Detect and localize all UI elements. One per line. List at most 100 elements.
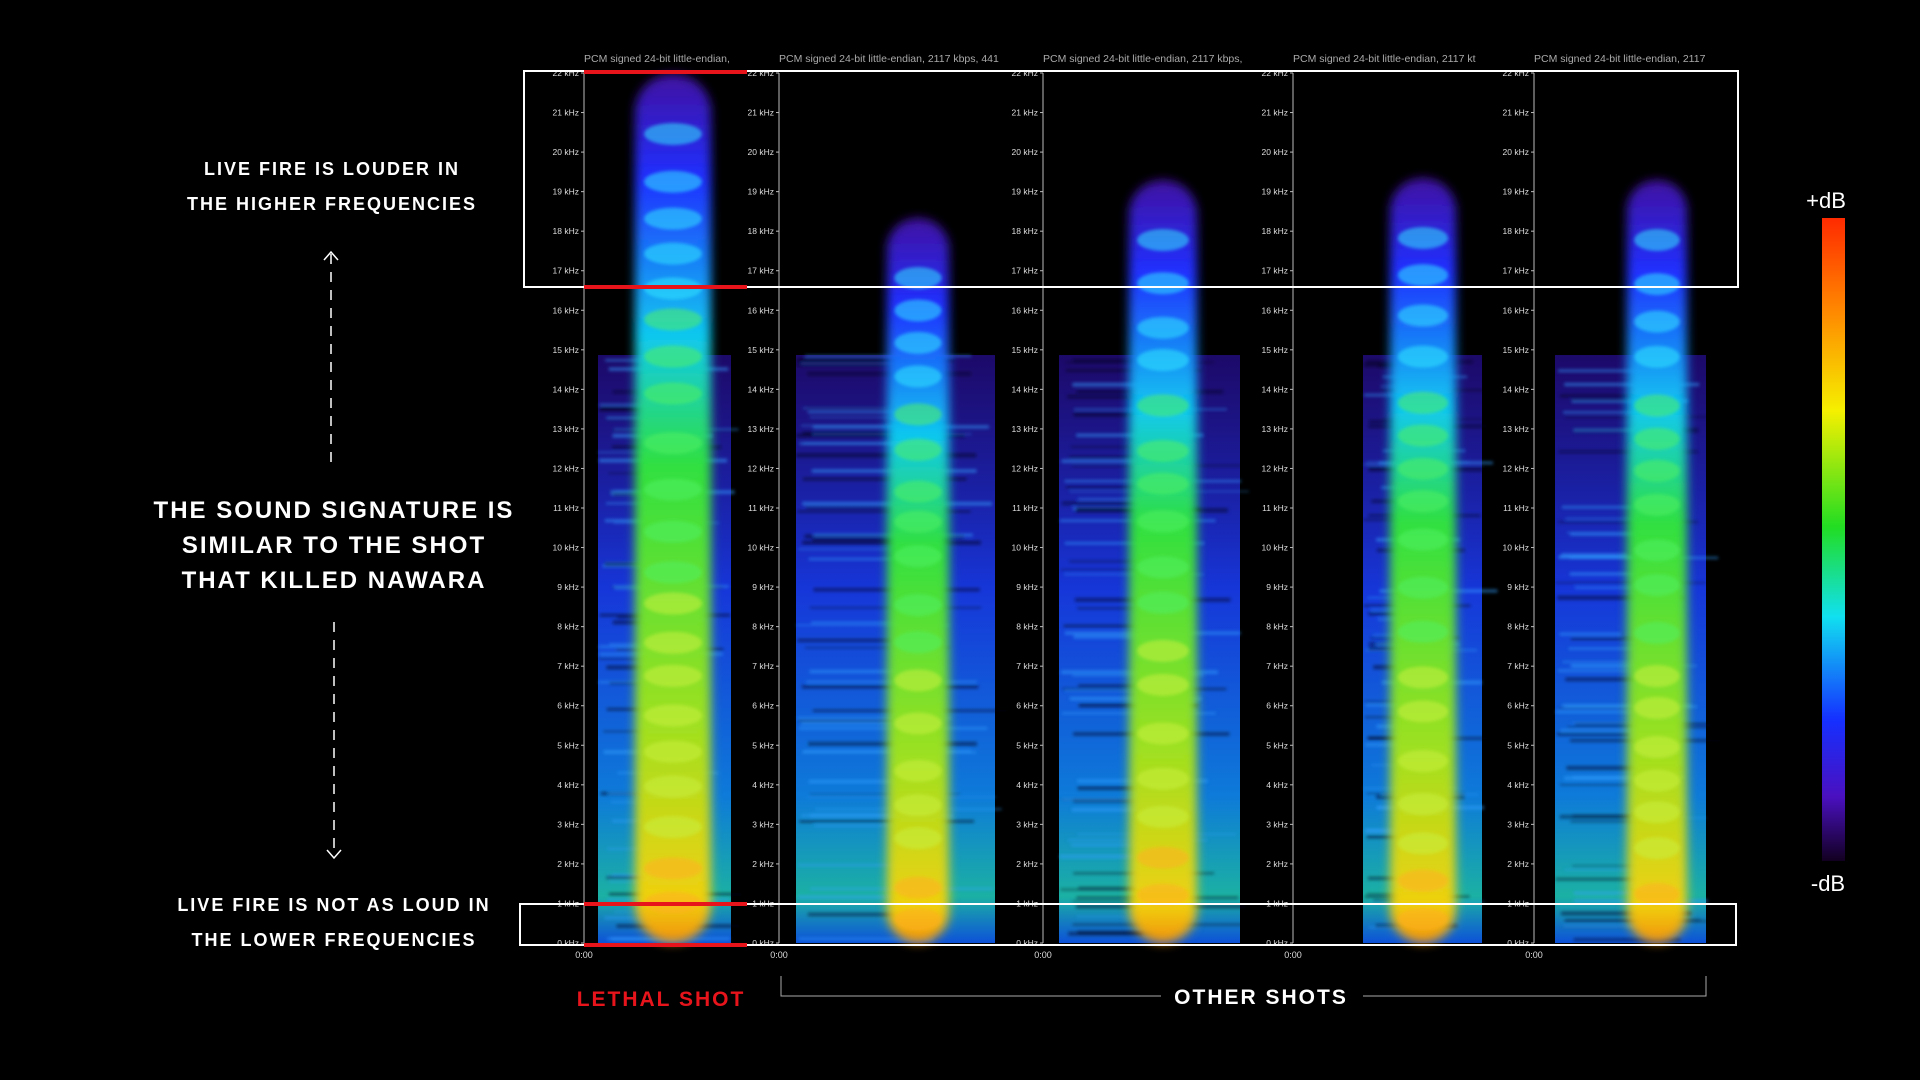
band	[644, 170, 702, 193]
frequency-tick-label: 12 kHz	[553, 463, 579, 473]
frequency-tick-label: 2 kHz	[557, 859, 579, 869]
band	[1634, 493, 1680, 516]
frequency-tick-label: 20 kHz	[553, 147, 579, 157]
streak	[802, 431, 943, 435]
band	[1137, 673, 1189, 696]
signal-bands	[894, 267, 942, 931]
streak	[797, 895, 903, 899]
frequency-tick-label: 21 kHz	[1503, 108, 1529, 118]
frequency-tick-label: 17 kHz	[553, 266, 579, 276]
streak	[1558, 369, 1674, 373]
streak	[1559, 394, 1680, 398]
time-label: 0:00	[770, 950, 788, 960]
signal-bands	[644, 123, 702, 914]
frequency-tick-label: 13 kHz	[553, 424, 579, 434]
frequency-tick-label: 18 kHz	[1012, 226, 1038, 236]
band	[1137, 440, 1189, 463]
streak	[1558, 707, 1669, 709]
frequency-tick-label: 2 kHz	[1016, 859, 1038, 869]
frequency-tick-label: 14 kHz	[748, 384, 774, 394]
streak	[1061, 501, 1187, 505]
band	[894, 876, 942, 899]
highlight-boxes	[519, 70, 1739, 946]
streak	[1555, 877, 1641, 881]
streak	[1561, 553, 1627, 557]
frequency-tick-label: 4 kHz	[1266, 780, 1288, 790]
streak	[1061, 459, 1136, 463]
streak	[796, 433, 965, 438]
streak	[797, 716, 953, 720]
frequency-tick-label: 0 kHz	[557, 938, 579, 948]
frequency-tick-label: 17 kHz	[1503, 266, 1529, 276]
streak	[1559, 632, 1621, 636]
time-label: 0:00	[1034, 950, 1052, 960]
band	[894, 480, 942, 503]
streak	[1573, 938, 1681, 942]
streak	[1559, 555, 1663, 559]
streak	[1077, 498, 1167, 500]
band	[894, 759, 942, 782]
frequency-tick-label: 5 kHz	[1016, 740, 1038, 750]
band	[1137, 722, 1189, 745]
band	[1634, 310, 1680, 333]
frequency-tick-label: 3 kHz	[1507, 819, 1529, 829]
high-frequency-box	[523, 70, 1739, 288]
arrow-head	[326, 849, 342, 860]
band	[1397, 620, 1449, 643]
frequency-tick-label: 13 kHz	[1262, 424, 1288, 434]
streak	[1073, 634, 1176, 639]
band	[894, 908, 942, 931]
streak	[1561, 911, 1692, 916]
streak	[1557, 732, 1630, 736]
frequency-tick-label: 22 kHz	[1262, 68, 1288, 78]
frequency-tick-label: 7 kHz	[1507, 661, 1529, 671]
frequency-tick-label: 4 kHz	[1016, 780, 1038, 790]
streak	[1565, 677, 1675, 681]
band	[894, 331, 942, 354]
band	[1397, 576, 1449, 599]
band	[1397, 227, 1449, 249]
streak	[809, 416, 911, 418]
band	[1137, 394, 1189, 417]
frequency-tick-label: 15 kHz	[1503, 345, 1529, 355]
frequency-tick-label: 11 kHz	[553, 503, 579, 513]
band	[1634, 273, 1680, 296]
band	[1634, 459, 1680, 482]
frequency-tick-label: 18 kHz	[553, 226, 579, 236]
streak	[1561, 505, 1658, 509]
streak	[796, 453, 977, 458]
streak	[1557, 669, 1638, 672]
streak	[805, 505, 950, 509]
band	[1137, 229, 1189, 251]
frequency-tick-label: 9 kHz	[1507, 582, 1529, 592]
streak	[1071, 807, 1165, 812]
band	[644, 561, 702, 584]
streak	[809, 813, 914, 817]
band	[894, 438, 942, 461]
frequency-tick-label: 0 kHz	[1016, 938, 1038, 948]
streak	[1364, 829, 1414, 834]
annotation: SIMILAR TO THE SHOT	[182, 532, 486, 559]
streak	[1560, 729, 1662, 732]
frequency-tick-label: 10 kHz	[553, 543, 579, 553]
frequency-tick-label: 3 kHz	[557, 819, 579, 829]
streak	[1064, 689, 1155, 692]
band	[1634, 345, 1680, 368]
band	[644, 382, 702, 405]
band	[1397, 832, 1449, 855]
streak	[1563, 411, 1639, 414]
band	[1397, 792, 1449, 815]
band	[1634, 736, 1680, 759]
streak	[1573, 428, 1680, 432]
streak	[1568, 647, 1653, 650]
streak	[1061, 797, 1161, 801]
frequency-tick-label: 18 kHz	[1262, 226, 1288, 236]
band	[644, 815, 702, 838]
frequency-tick-label: 12 kHz	[748, 463, 774, 473]
lethal-markers	[584, 70, 747, 947]
annotation: LIVE FIRE IS LOUDER IN	[204, 159, 460, 179]
band	[644, 123, 702, 145]
spectrogram-panel: PCM signed 24-bit little-endian, 22 kHz 21…	[553, 53, 742, 960]
frequency-tick-label: 3 kHz	[1016, 819, 1038, 829]
band	[894, 794, 942, 817]
